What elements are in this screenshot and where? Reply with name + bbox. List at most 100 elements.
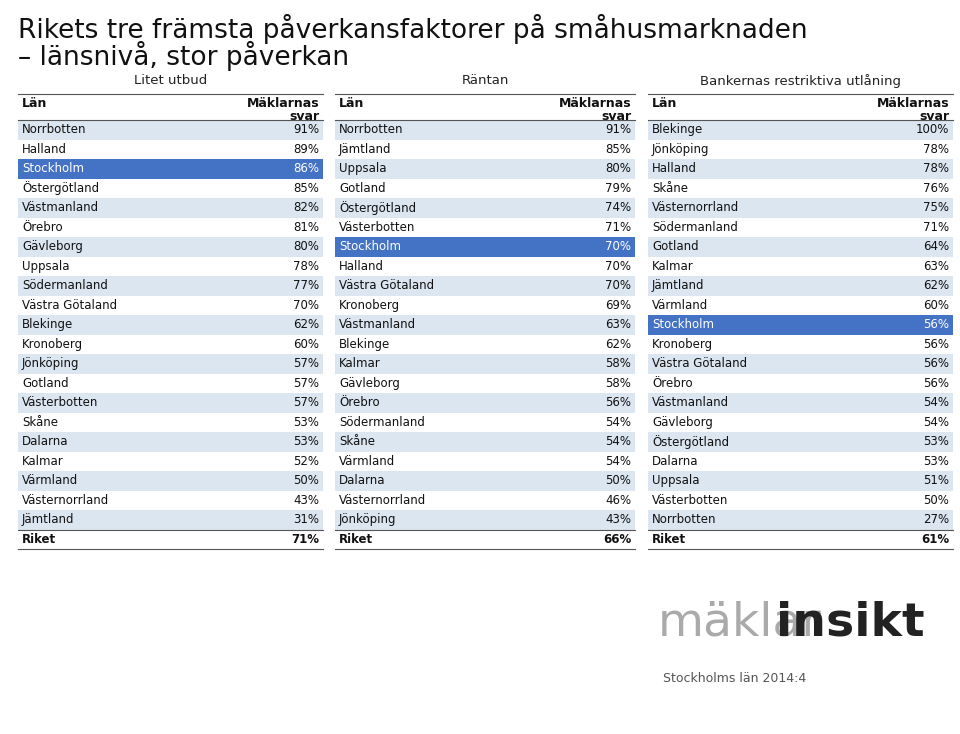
Text: Räntan: Räntan	[462, 74, 509, 87]
Text: Örebro: Örebro	[652, 377, 692, 390]
Text: 80%: 80%	[293, 240, 319, 253]
Text: svar: svar	[919, 110, 949, 123]
Text: Örebro: Örebro	[339, 396, 379, 410]
Text: 54%: 54%	[923, 415, 949, 429]
Text: Jönköping: Jönköping	[652, 142, 709, 156]
Text: Jämtland: Jämtland	[652, 279, 705, 292]
Text: 70%: 70%	[605, 279, 631, 292]
Bar	[648, 451, 953, 471]
Bar	[335, 354, 635, 374]
Text: Uppsala: Uppsala	[652, 474, 700, 487]
Text: 56%: 56%	[605, 396, 631, 410]
Bar	[18, 315, 323, 335]
Bar	[18, 335, 323, 354]
Text: Kalmar: Kalmar	[339, 357, 381, 370]
Text: 70%: 70%	[605, 260, 631, 273]
Text: 54%: 54%	[605, 435, 631, 448]
Bar	[335, 315, 635, 335]
Text: Kalmar: Kalmar	[22, 455, 63, 468]
Bar	[648, 139, 953, 159]
Bar	[335, 296, 635, 315]
Text: 91%: 91%	[605, 123, 631, 137]
Text: Västra Götaland: Västra Götaland	[652, 357, 747, 370]
Text: 57%: 57%	[293, 377, 319, 390]
Text: 66%: 66%	[603, 533, 631, 546]
Text: Västmanland: Västmanland	[339, 319, 416, 331]
Text: Dalarna: Dalarna	[22, 435, 68, 448]
Bar	[335, 237, 635, 256]
Text: Gävleborg: Gävleborg	[22, 240, 83, 253]
Text: Halland: Halland	[652, 162, 697, 175]
Text: Litet utbud: Litet utbud	[133, 74, 207, 87]
Text: Jämtland: Jämtland	[339, 142, 392, 156]
Text: Stockholm: Stockholm	[339, 240, 401, 253]
Text: Stockholm: Stockholm	[652, 319, 714, 331]
Bar	[648, 335, 953, 354]
Text: Kronoberg: Kronoberg	[652, 338, 713, 351]
Bar	[648, 198, 953, 217]
Text: 50%: 50%	[293, 474, 319, 487]
Text: Riket: Riket	[22, 533, 56, 546]
Text: 50%: 50%	[924, 494, 949, 506]
Text: Kronoberg: Kronoberg	[339, 299, 400, 312]
Bar	[18, 276, 323, 296]
Text: Riket: Riket	[339, 533, 373, 546]
Text: Västernorrland: Västernorrland	[339, 494, 426, 506]
Text: Södermanland: Södermanland	[652, 221, 738, 233]
Text: 27%: 27%	[923, 513, 949, 526]
Text: Gotland: Gotland	[652, 240, 699, 253]
Text: Mäklarnas: Mäklarnas	[559, 97, 631, 110]
Text: 57%: 57%	[293, 357, 319, 370]
Text: insikt: insikt	[776, 601, 924, 646]
Bar	[18, 354, 323, 374]
Text: – länsnivå, stor påverkan: – länsnivå, stor påverkan	[18, 41, 349, 71]
Text: 54%: 54%	[605, 415, 631, 429]
Text: Blekinge: Blekinge	[339, 338, 391, 351]
Text: Gävleborg: Gävleborg	[339, 377, 400, 390]
Text: 53%: 53%	[293, 435, 319, 448]
Bar	[335, 139, 635, 159]
Bar	[648, 256, 953, 276]
Text: mäklar: mäklar	[658, 601, 822, 646]
Text: Blekinge: Blekinge	[22, 319, 73, 331]
Text: Län: Län	[652, 97, 678, 110]
Text: Dalarna: Dalarna	[339, 474, 386, 487]
Text: 43%: 43%	[293, 494, 319, 506]
Text: 52%: 52%	[293, 455, 319, 468]
Text: Södermanland: Södermanland	[22, 279, 108, 292]
Text: 78%: 78%	[923, 162, 949, 175]
Text: 85%: 85%	[605, 142, 631, 156]
Text: 63%: 63%	[605, 319, 631, 331]
Text: Mäklarnas: Mäklarnas	[247, 97, 319, 110]
Bar	[18, 178, 323, 198]
Bar	[648, 471, 953, 490]
Text: Halland: Halland	[339, 260, 384, 273]
Bar	[18, 432, 323, 451]
Text: 31%: 31%	[293, 513, 319, 526]
Bar	[648, 490, 953, 510]
Bar	[648, 432, 953, 451]
Bar	[18, 510, 323, 529]
Text: Bankernas restriktiva utlåning: Bankernas restriktiva utlåning	[700, 74, 901, 88]
Bar	[648, 178, 953, 198]
Text: 62%: 62%	[293, 319, 319, 331]
Bar	[18, 198, 323, 217]
Text: 78%: 78%	[293, 260, 319, 273]
Text: 69%: 69%	[605, 299, 631, 312]
Bar	[335, 432, 635, 451]
Bar	[18, 139, 323, 159]
Bar	[335, 120, 635, 139]
Text: 56%: 56%	[923, 357, 949, 370]
Text: 46%: 46%	[605, 494, 631, 506]
Text: 89%: 89%	[293, 142, 319, 156]
Bar	[335, 335, 635, 354]
Bar	[648, 510, 953, 529]
Text: 79%: 79%	[605, 182, 631, 195]
Text: 57%: 57%	[293, 396, 319, 410]
Text: 60%: 60%	[923, 299, 949, 312]
Bar	[335, 276, 635, 296]
Text: 60%: 60%	[293, 338, 319, 351]
Bar	[18, 471, 323, 490]
Text: 70%: 70%	[605, 240, 631, 253]
Bar	[18, 237, 323, 256]
